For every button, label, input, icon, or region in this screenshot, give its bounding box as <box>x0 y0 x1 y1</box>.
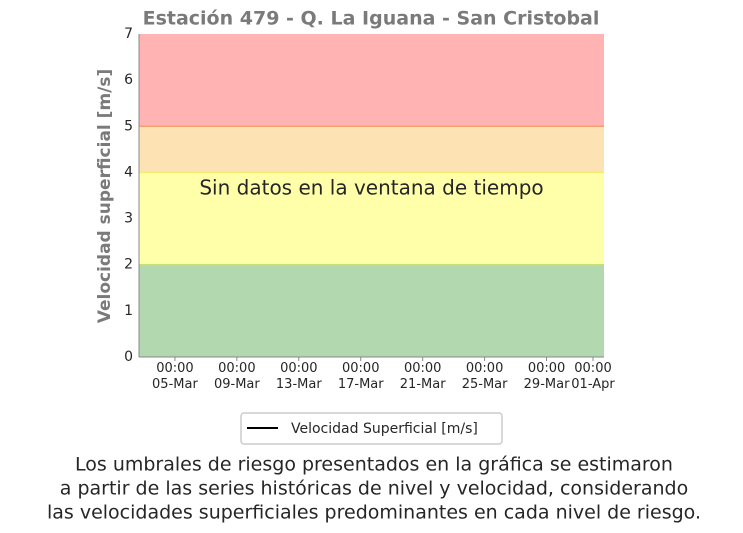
y-axis-label: Velocidad superficial [m/s] <box>95 69 115 324</box>
y-tick-label: 7 <box>124 26 133 42</box>
y-tick-label: 0 <box>124 349 133 365</box>
y-tick-label: 6 <box>124 72 133 88</box>
y-tick-label: 2 <box>124 257 133 273</box>
x-tick-label: 00:00 17-Mar <box>337 361 384 392</box>
y-tick-label: 5 <box>124 118 133 134</box>
x-tick-label: 00:00 05-Mar <box>152 361 198 392</box>
risk-band <box>139 172 604 265</box>
x-tick-label: 00:00 21-Mar <box>399 361 446 392</box>
risk-band <box>139 264 604 357</box>
x-tick-label: 00:00 01-Apr <box>571 361 615 392</box>
risk-band <box>139 126 604 173</box>
y-tick-label: 4 <box>124 164 133 180</box>
footnote: a partir de las series históricas de niv… <box>60 478 688 500</box>
legend-label: Velocidad Superficial [m/s] <box>291 421 478 437</box>
chart-title: Estación 479 - Q. La Iguana - San Cristo… <box>143 8 600 30</box>
footnote: las velocidades superficiales predominan… <box>47 502 701 524</box>
x-tick-label: 00:00 29-Mar <box>523 361 570 392</box>
x-tick-label: 00:00 13-Mar <box>275 361 322 392</box>
legend-box <box>240 412 503 445</box>
y-tick-label: 3 <box>124 211 133 227</box>
y-tick-label: 1 <box>124 303 133 319</box>
footnote: Los umbrales de riesgo presentados en la… <box>75 454 673 476</box>
risk-band <box>139 34 604 127</box>
x-tick-label: 00:00 09-Mar <box>213 361 260 392</box>
x-tick-label: 00:00 25-Mar <box>461 361 508 392</box>
annotation: Sin datos en la ventana de tiempo <box>199 176 543 200</box>
